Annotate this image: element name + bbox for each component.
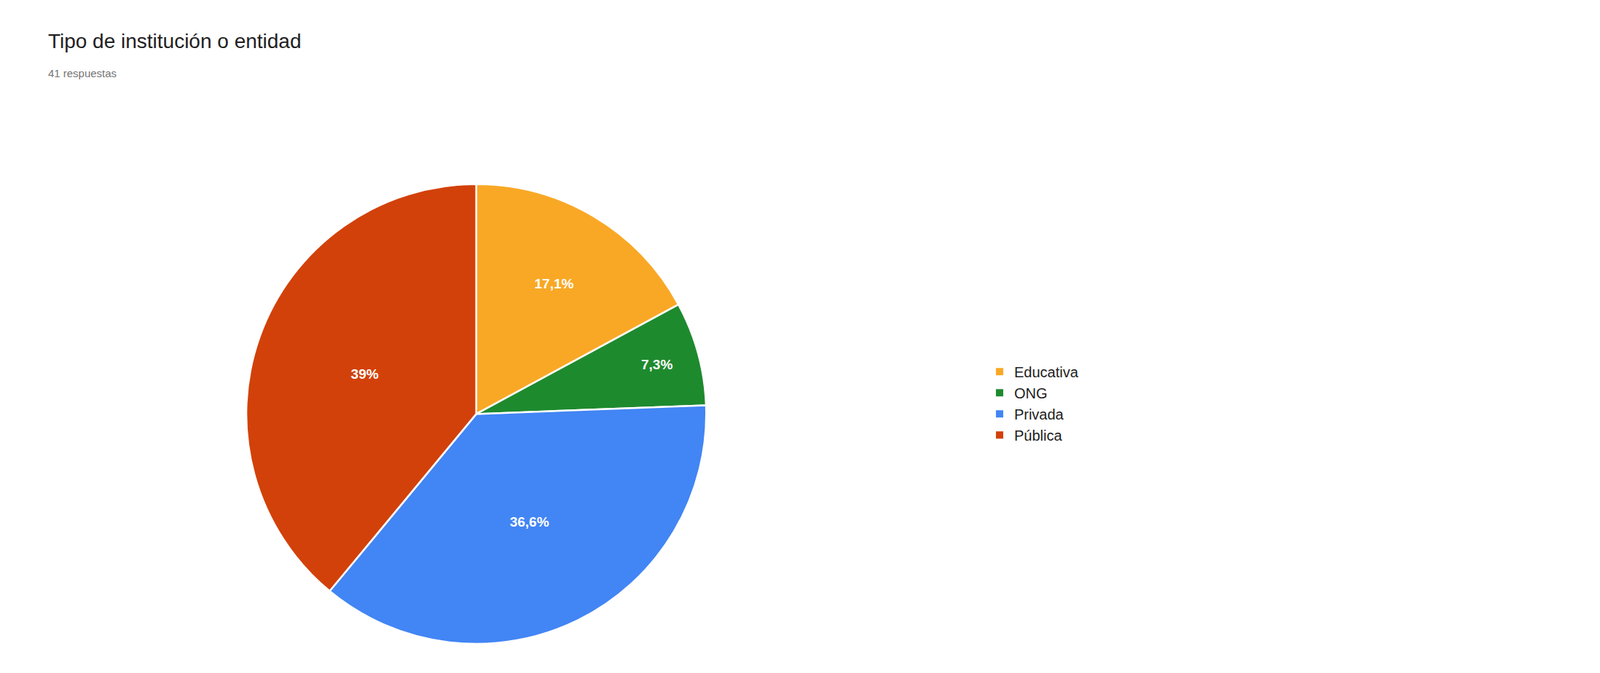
svg-text:7,3%: 7,3% [641, 357, 673, 373]
svg-text:ONG: ONG [1014, 385, 1048, 402]
svg-text:39%: 39% [351, 366, 379, 382]
svg-text:36,6%: 36,6% [510, 514, 550, 530]
svg-text:41 respuestas: 41 respuestas [48, 67, 117, 80]
svg-text:17,1%: 17,1% [534, 276, 574, 292]
svg-text:Privada: Privada [1014, 406, 1065, 423]
svg-text:Educativa: Educativa [1014, 364, 1080, 381]
svg-text:Tipo de institución o entidad: Tipo de institución o entidad [48, 29, 302, 53]
svg-text:Pública: Pública [1014, 427, 1063, 444]
